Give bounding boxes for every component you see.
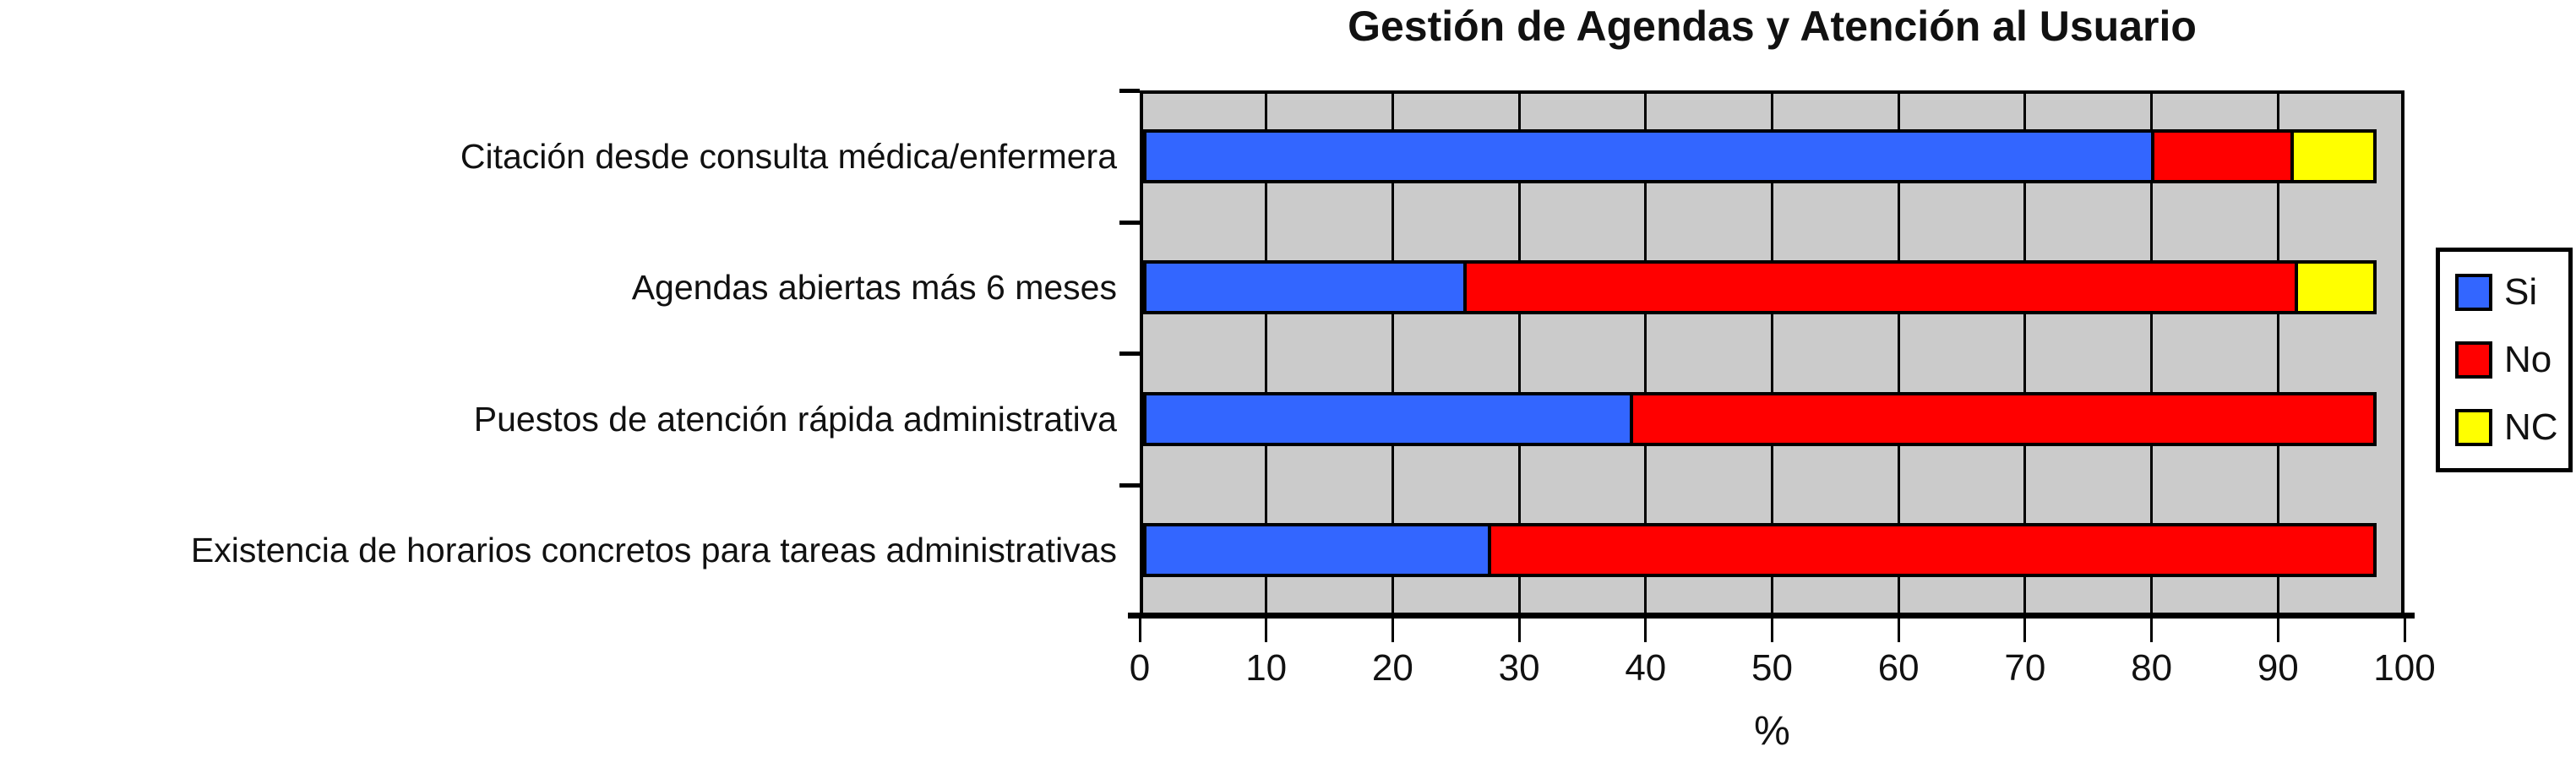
x-tick-label: 70 [2004,647,2046,689]
bar-row [1143,128,2401,183]
y-axis-tick [1119,89,1140,93]
x-tick-label: 50 [1751,647,1793,689]
bar-segment-no [1490,526,2373,575]
bar-segment-no [1466,264,2295,312]
legend: Si No NC [2436,248,2573,472]
x-axis-tick [1771,619,1773,642]
stacked-bar [1143,523,2377,578]
bar-row [1143,391,2401,446]
bar-segment-si [1146,264,1463,312]
legend-item-no: No [2455,341,2568,379]
x-axis [1128,613,2415,619]
category-label: Agendas abiertas más 6 meses [631,268,1117,308]
x-tick-label: 10 [1245,647,1288,689]
bar-segment-si [1146,132,2151,180]
bar-segment-no [2154,132,2291,180]
category-label: Existencia de horarios concretos para ta… [190,531,1117,570]
x-axis-tick [1644,619,1647,642]
legend-swatch-icon [2455,274,2492,311]
bar-segment-nc [2297,264,2373,312]
x-axis-tick [1391,619,1394,642]
x-axis-tick [1897,619,1900,642]
x-axis-label: % [1754,709,1790,754]
legend-swatch-icon [2455,341,2492,379]
plot-area [1119,89,2404,616]
y-axis-tick [1119,482,1140,488]
x-axis-tick [1138,619,1141,642]
x-tick-label: 20 [1371,647,1413,689]
x-axis-tick [1517,619,1521,642]
x-tick-label: 80 [2131,647,2173,689]
gridline [2023,94,2027,613]
x-tick-label: 60 [1877,647,1920,689]
bar-row [1143,523,2401,578]
stacked-bar [1143,391,2377,446]
bar-segment-si [1146,526,1488,575]
category-label: Citación desde consulta médica/enfermera [460,136,1117,176]
x-tick-label: 30 [1498,647,1540,689]
x-axis-tick [1265,619,1268,642]
gridline [1265,94,1268,613]
category-label: Puestos de atención rápida administrativ… [473,399,1117,439]
y-axis-tick [1119,220,1140,225]
gridline [1897,94,1900,613]
legend-item-si: Si [2455,274,2568,311]
x-tick-label: 100 [2373,647,2436,689]
bar-segment-si [1146,395,1630,443]
x-tick-label: 90 [2257,647,2299,689]
legend-item-nc: NC [2455,409,2568,446]
x-axis-tick [2276,619,2279,642]
stacked-bar [1143,128,2377,183]
stacked-bar [1143,260,2377,315]
bar-segment-no [1632,395,2373,443]
gridline [2276,94,2279,613]
bar-row [1143,260,2401,315]
x-axis-tick [2023,619,2027,642]
chart-title: Gestión de Agendas y Atención al Usuario [1348,3,2197,50]
x-axis-tick [2403,619,2406,642]
y-axis-tick [1119,352,1140,356]
legend-label: Si [2504,271,2538,313]
gridline [1771,94,1773,613]
gridline [1644,94,1647,613]
legend-label: No [2504,339,2552,380]
gridline [1391,94,1394,613]
bar-segment-nc [2294,132,2373,180]
x-tick-label: 0 [1129,647,1151,689]
gridline [1517,94,1521,613]
legend-label: NC [2504,406,2558,448]
legend-swatch-icon [2455,409,2492,446]
gridline [2150,94,2154,613]
x-axis-tick [2150,619,2154,642]
x-tick-label: 40 [1625,647,1667,689]
